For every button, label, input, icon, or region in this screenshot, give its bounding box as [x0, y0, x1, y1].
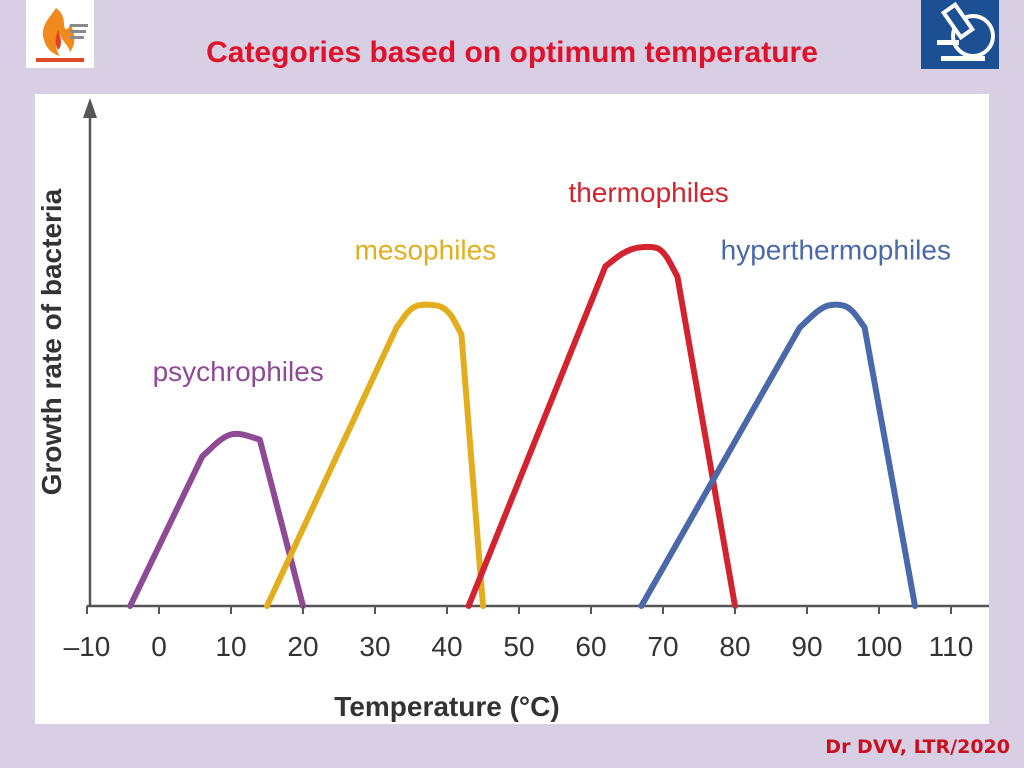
- chart-panel: –10 0 10 20 30 40 50 60 70 80 90 100 110 psychrophil…: [35, 94, 989, 724]
- x-tick-label: 10: [215, 631, 246, 662]
- slide-title: Categories based on optimum temperature: [206, 36, 818, 69]
- series-label-psychrophiles: psychrophiles: [153, 356, 324, 387]
- x-tick-label: 70: [647, 631, 678, 662]
- y-axis-arrow-icon: [83, 98, 97, 118]
- series-line-mesophiles: [264, 301, 486, 609]
- series-line-thermophiles: [465, 243, 738, 609]
- series-label-thermophiles: thermophiles: [568, 177, 728, 208]
- x-tick-label: 100: [856, 631, 903, 662]
- x-tick-label: 110: [929, 631, 974, 662]
- footer-credit: Dr DVV, LTR/2020: [825, 736, 1010, 758]
- series-label-mesophiles: mesophiles: [355, 235, 497, 266]
- series-line-psychrophiles: [127, 430, 306, 609]
- series-line-hyperthermophiles: [638, 301, 918, 609]
- x-tick-label: 90: [791, 631, 822, 662]
- x-axis-title: Temperature (°C): [334, 691, 559, 722]
- x-tick-label: 0: [151, 631, 167, 662]
- x-tick-label: 60: [575, 631, 606, 662]
- x-tick-label: 30: [359, 631, 390, 662]
- x-tick-label: 50: [503, 631, 534, 662]
- x-tick-label: –10: [64, 631, 111, 662]
- series-label-hyperthermophiles: hyperthermophiles: [721, 235, 951, 266]
- y-axis-title: Growth rate of bacteria: [36, 188, 67, 495]
- microscope-logo: [921, 0, 999, 69]
- x-tick-label: 40: [431, 631, 462, 662]
- x-tick-label: 20: [287, 631, 318, 662]
- x-tick-label: 80: [719, 631, 750, 662]
- flame-emblem-logo: [26, 0, 94, 68]
- growth-temperature-chart: –10 0 10 20 30 40 50 60 70 80 90 100 110 psychrophil…: [36, 98, 989, 722]
